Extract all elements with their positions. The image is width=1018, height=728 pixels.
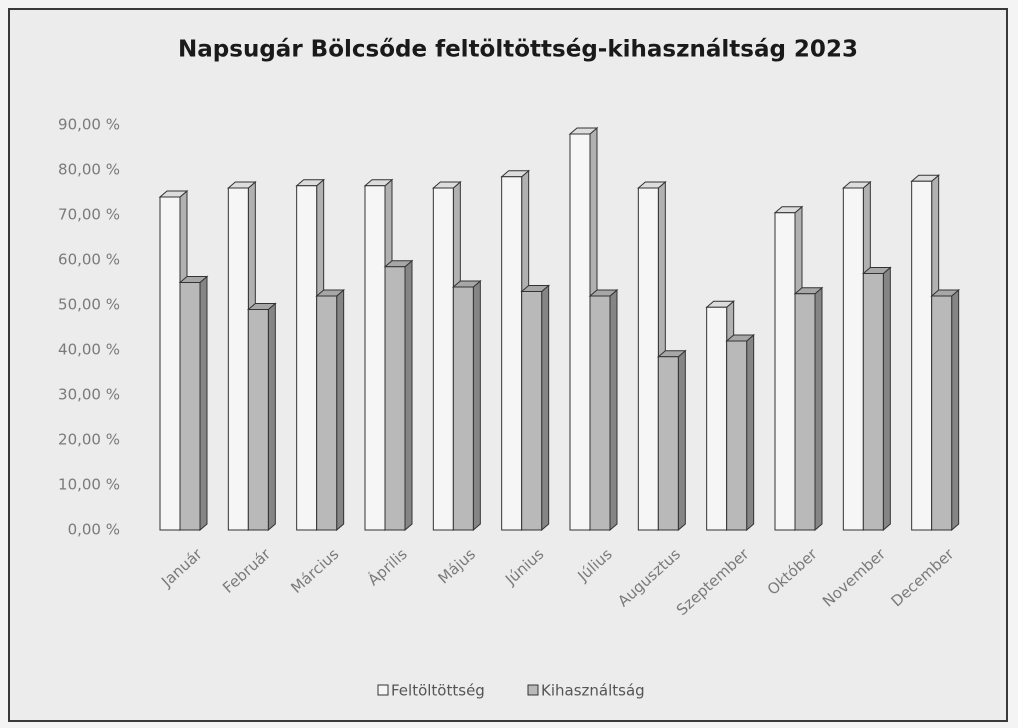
bar-side	[882, 266, 891, 532]
bar-side	[609, 288, 618, 532]
bar-side	[677, 349, 686, 532]
bar	[842, 187, 864, 531]
bar	[862, 273, 884, 531]
bar	[726, 340, 748, 531]
y-tick-label: 60,00 %	[58, 251, 120, 269]
y-tick-label: 90,00 %	[58, 116, 120, 134]
y-tick-label: 80,00 %	[58, 161, 120, 179]
y-tick-label: 10,00 %	[58, 476, 120, 494]
bar	[432, 187, 454, 531]
bar	[296, 185, 318, 531]
bar	[227, 187, 249, 531]
bar	[179, 282, 201, 531]
y-tick-label: 70,00 %	[58, 206, 120, 224]
bar-side	[267, 302, 276, 532]
bar	[501, 176, 523, 531]
bar	[364, 185, 386, 531]
bar	[911, 180, 933, 531]
bar-side	[541, 284, 550, 532]
y-tick-label: 40,00 %	[58, 341, 120, 359]
bar	[931, 295, 953, 531]
bar	[706, 306, 728, 531]
legend-swatch	[377, 684, 389, 696]
legend-swatch	[527, 684, 539, 696]
bar-side	[814, 286, 823, 532]
bar	[159, 196, 181, 531]
bar	[794, 293, 816, 531]
bar-side	[199, 275, 208, 532]
y-tick-label: 0,00 %	[68, 521, 120, 539]
legend-label: Kihasználtság	[541, 682, 645, 700]
y-tick-label: 20,00 %	[58, 431, 120, 449]
bar	[384, 266, 406, 531]
bar-side	[951, 288, 960, 532]
chart-title: Napsugár Bölcsőde feltöltöttség-kihaszná…	[178, 37, 858, 63]
bar	[247, 309, 269, 531]
y-tick-label: 30,00 %	[58, 386, 120, 404]
bar	[569, 133, 591, 531]
bar-side	[746, 333, 755, 532]
bar	[637, 187, 659, 531]
bar-side	[472, 279, 481, 532]
bar	[316, 295, 338, 531]
bar	[774, 212, 796, 531]
bar	[521, 291, 543, 531]
bar-side	[404, 259, 413, 532]
bar-side	[336, 288, 345, 532]
bar	[452, 286, 474, 531]
y-tick-label: 50,00 %	[58, 296, 120, 314]
bar	[657, 356, 679, 531]
legend-label: Feltöltöttség	[391, 682, 485, 700]
bar	[589, 295, 611, 531]
